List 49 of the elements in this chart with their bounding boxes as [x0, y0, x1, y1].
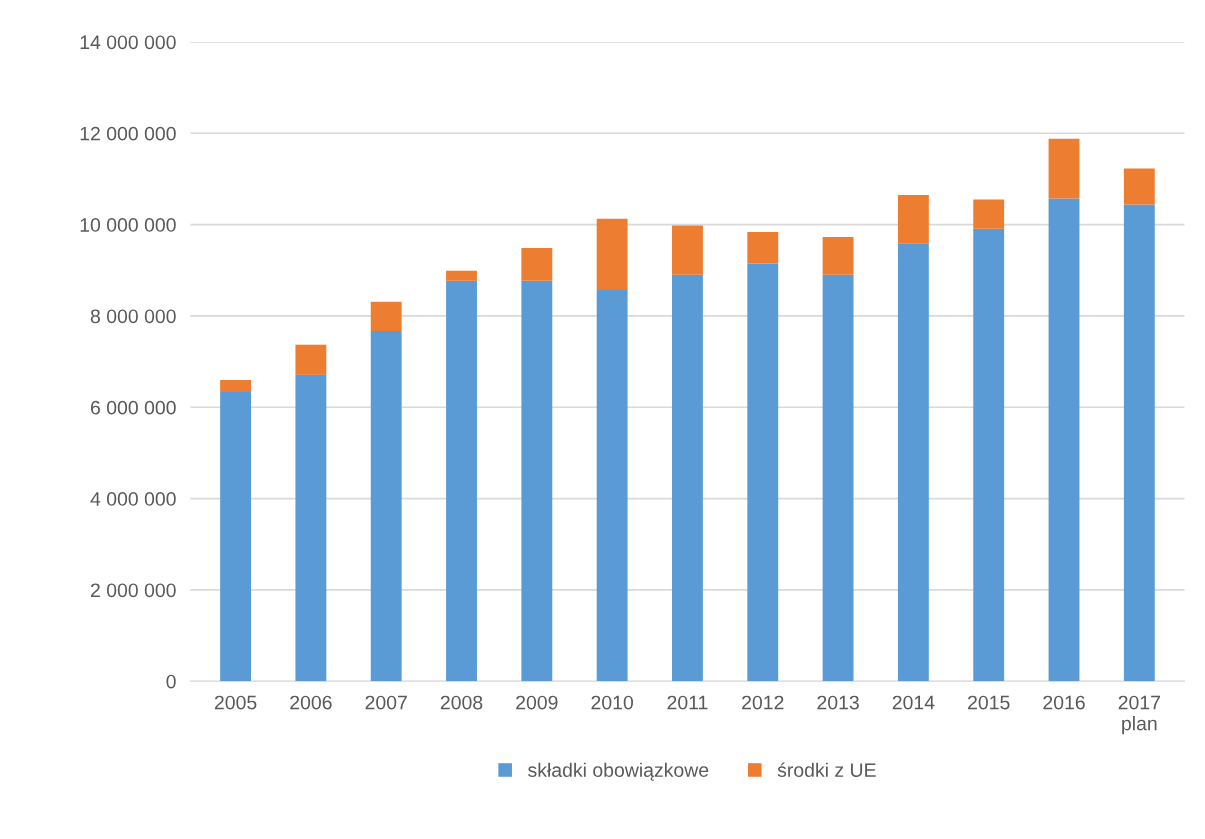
x-tick-label: 2007: [365, 695, 407, 710]
bar: [521, 280, 553, 682]
bar: [973, 199, 1005, 229]
bar: [370, 331, 402, 682]
bar: [596, 289, 628, 682]
bar: [370, 301, 402, 332]
x-tick-label: 2012: [742, 695, 784, 710]
bar: [521, 247, 553, 281]
bar: [822, 236, 854, 275]
legend-label: składki obowiązkowe: [528, 762, 709, 781]
y-tick-label: 4 000 000: [90, 492, 176, 506]
x-tick-label: 2008: [440, 695, 483, 710]
bar: [672, 225, 703, 275]
x-tick-label: 2005: [214, 695, 257, 710]
bar: [973, 228, 1005, 682]
bar: [897, 194, 929, 244]
x-tick-label: 2013: [817, 695, 859, 710]
legend-label: środki z UE: [777, 762, 876, 777]
y-tick-label: 8 000 000: [90, 309, 176, 324]
y-tick-label: 6 000 000: [90, 400, 176, 415]
y-tick-label: 10 000 000: [80, 218, 176, 232]
bar: [672, 274, 703, 682]
x-tick-label: 2016: [1043, 695, 1085, 710]
x-tick-label: 2014: [892, 695, 935, 710]
y-tick-label: 0: [166, 674, 176, 689]
x-tick-label: 2006: [290, 695, 332, 710]
bar: [1123, 168, 1155, 205]
y-tick-label: 2 000 000: [90, 583, 176, 598]
bar: [220, 391, 252, 682]
x-tick-label: 2015: [968, 695, 1010, 710]
x-tick-label: 2009: [516, 695, 558, 710]
bar: [220, 379, 252, 392]
bar: [446, 270, 477, 281]
bar: [446, 280, 477, 682]
bar: [1048, 138, 1080, 199]
bar: [822, 274, 854, 682]
bar: [295, 344, 327, 375]
bar: [747, 263, 779, 682]
bar: [295, 374, 327, 682]
bar: [1123, 204, 1155, 682]
bar: [1048, 198, 1080, 682]
x-tick-label: 2017 plan: [1118, 695, 1160, 735]
bar: [747, 231, 779, 264]
x-tick-label: 2011: [667, 695, 708, 710]
bar: [897, 243, 929, 682]
bar: [596, 218, 628, 290]
y-tick-label: 14 000 000: [80, 35, 176, 50]
y-tick-label: 12 000 000: [80, 126, 176, 141]
x-tick-label: 2010: [591, 695, 634, 710]
